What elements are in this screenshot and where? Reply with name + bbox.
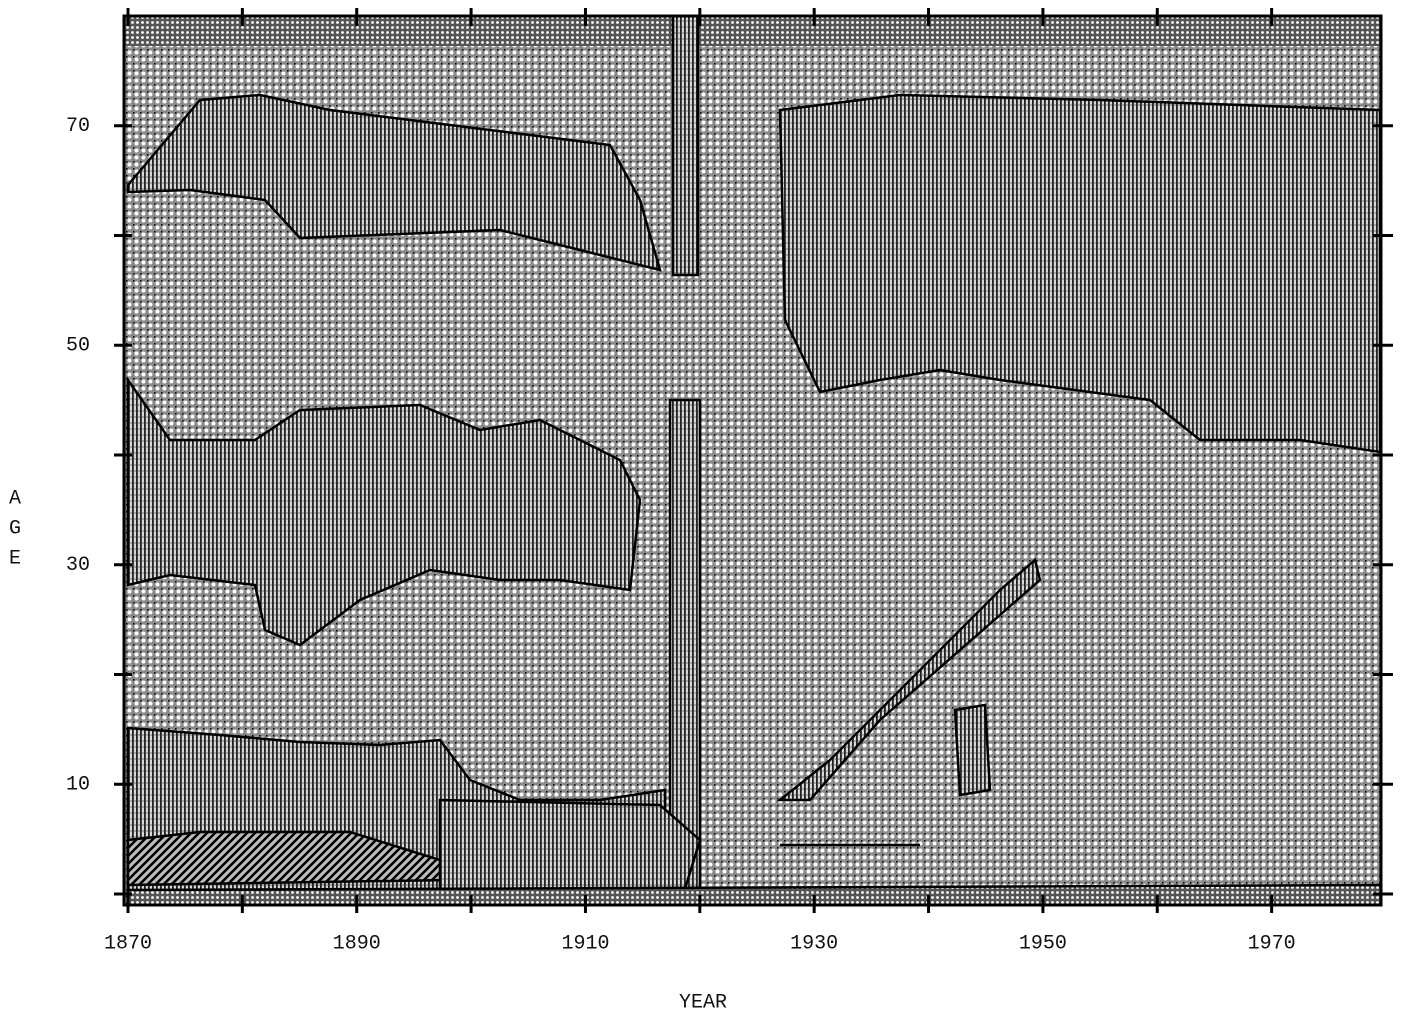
y-axis-label: G [9,517,21,540]
plot-frame [122,14,1383,907]
x-tick-label: 1930 [790,932,838,955]
x-tick-label: 1890 [333,932,381,955]
y-tick-label: 70 [66,115,90,138]
x-tick-label: 1910 [561,932,609,955]
y-tick-label: 30 [66,554,90,577]
x-axis-label: YEAR [679,991,727,1014]
pattern-field [124,16,1381,905]
x-tick-label: 1970 [1248,932,1296,955]
x-tick-label: 1870 [104,932,152,955]
y-axis-label: A [9,487,21,510]
y-tick-label: 10 [66,774,90,797]
x-tick-label: 1950 [1019,932,1067,955]
y-axis-label: E [9,547,21,570]
y-tick-label: 50 [66,335,90,358]
